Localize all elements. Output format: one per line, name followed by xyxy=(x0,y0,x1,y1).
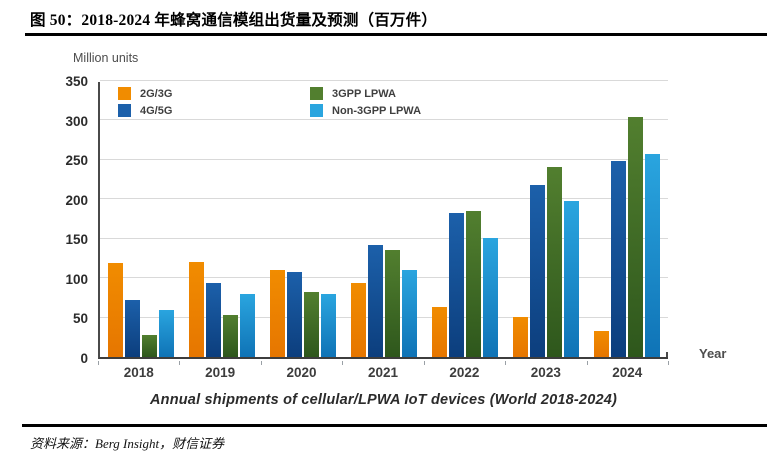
y-axis-title: Million units xyxy=(73,51,139,65)
legend-item: 4G/5G xyxy=(118,104,310,117)
bar xyxy=(286,272,302,357)
plot-area: 2G/3G 4G/5G 3GPP LPWA Non-3GPP LPWA xyxy=(98,79,668,359)
source-note: 资料来源：Berg Insight，财信证券 xyxy=(30,436,225,451)
x-tick xyxy=(260,361,262,365)
x-tick-label: 2018 xyxy=(123,365,154,380)
bar xyxy=(205,283,221,357)
bar-group-2019 xyxy=(181,82,262,357)
gridline xyxy=(100,277,668,279)
bar-group-2023 xyxy=(506,82,587,357)
x-axis-ticks xyxy=(0,45,767,420)
bar xyxy=(449,213,465,357)
bar xyxy=(466,211,482,357)
x-tick-label: 2021 xyxy=(367,365,398,380)
x-tick xyxy=(179,361,181,365)
y-tick-label: 300 xyxy=(65,113,88,129)
y-tick-label: 0 xyxy=(80,351,88,366)
x-tick-label: 2023 xyxy=(530,365,561,380)
bar xyxy=(188,262,204,357)
bar xyxy=(611,161,627,357)
legend-column: 3GPP LPWA Non-3GPP LPWA xyxy=(310,87,421,117)
gridline xyxy=(100,316,668,318)
bar xyxy=(320,294,336,357)
x-tick xyxy=(668,361,669,365)
legend-label: Non-3GPP LPWA xyxy=(332,104,422,117)
bar xyxy=(530,185,546,357)
y-tick-label: 50 xyxy=(72,311,88,327)
bar-series-container xyxy=(100,82,668,357)
chart-area: Million units 0 50 100 150 200 250 300 350 2G/3… xyxy=(0,45,767,420)
x-axis-labels: 2018 2019 2020 2021 2022 2023 2024 xyxy=(98,365,668,380)
x-tick-label: 2022 xyxy=(449,365,480,380)
x-tick xyxy=(342,361,344,365)
y-axis-tick-labels: 0 50 100 150 200 250 300 350 xyxy=(0,74,88,366)
y-tick-label: 250 xyxy=(65,153,88,169)
bar xyxy=(141,335,157,357)
x-tick-label: 2019 xyxy=(205,365,236,380)
bar xyxy=(350,283,366,357)
bar xyxy=(222,315,238,357)
bar xyxy=(564,201,580,357)
gridline xyxy=(100,79,668,81)
x-tick-label: 2020 xyxy=(286,365,317,380)
legend-swatch-icon xyxy=(310,104,323,117)
y-tick-label: 350 xyxy=(65,74,88,89)
chart-caption: Annual shipments of cellular/LPWA IoT de… xyxy=(149,392,618,408)
legend-swatch-icon xyxy=(310,87,323,100)
bar xyxy=(645,154,661,357)
legend-label: 2G/3G xyxy=(140,87,173,100)
y-tick-label: 150 xyxy=(65,232,88,248)
bar xyxy=(384,250,400,357)
legend-item: 3GPP LPWA xyxy=(310,87,421,100)
bar xyxy=(124,300,140,357)
bar xyxy=(628,117,644,357)
x-tick xyxy=(586,361,588,365)
x-axis-end-tick xyxy=(666,352,668,357)
figure-title: 图 50：2018-2024 年蜂窝通信模组出货量及预测（百万件） xyxy=(30,12,438,29)
footer-divider xyxy=(22,424,767,427)
gridline xyxy=(100,198,668,200)
bar xyxy=(269,270,285,357)
bar-group-2024 xyxy=(587,82,668,357)
bar xyxy=(401,270,417,357)
bar-group-2020 xyxy=(262,82,343,357)
x-axis-title: Year xyxy=(699,346,727,361)
bar xyxy=(107,263,123,357)
legend-item: Non-3GPP LPWA xyxy=(310,104,421,117)
bar xyxy=(432,307,448,357)
x-tick xyxy=(98,361,99,365)
bar-group-2018 xyxy=(100,82,181,357)
y-tick-label: 100 xyxy=(65,271,88,287)
bar xyxy=(483,238,499,357)
gridline xyxy=(100,158,668,160)
legend-label: 3GPP LPWA xyxy=(332,87,396,100)
x-tick xyxy=(505,361,507,365)
gridline xyxy=(100,237,668,239)
chart-legend: 2G/3G 4G/5G 3GPP LPWA Non-3GPP LPWA xyxy=(118,87,421,117)
title-divider xyxy=(25,33,767,36)
gridline xyxy=(100,119,668,121)
bar xyxy=(594,331,610,357)
legend-item: 2G/3G xyxy=(118,87,310,100)
x-tick-label: 2024 xyxy=(612,365,643,380)
y-tick-label: 200 xyxy=(65,192,88,208)
legend-swatch-icon xyxy=(118,104,131,117)
bar xyxy=(513,317,529,357)
bar xyxy=(303,292,319,357)
legend-label: 4G/5G xyxy=(140,104,173,117)
bar xyxy=(158,310,174,357)
x-tick xyxy=(423,361,425,365)
bar xyxy=(367,245,383,357)
bar-group-2021 xyxy=(343,82,424,357)
bar-group-2022 xyxy=(425,82,506,357)
bar xyxy=(239,294,255,357)
legend-column: 2G/3G 4G/5G xyxy=(118,87,310,117)
legend-swatch-icon xyxy=(118,87,131,100)
bar xyxy=(547,167,563,357)
